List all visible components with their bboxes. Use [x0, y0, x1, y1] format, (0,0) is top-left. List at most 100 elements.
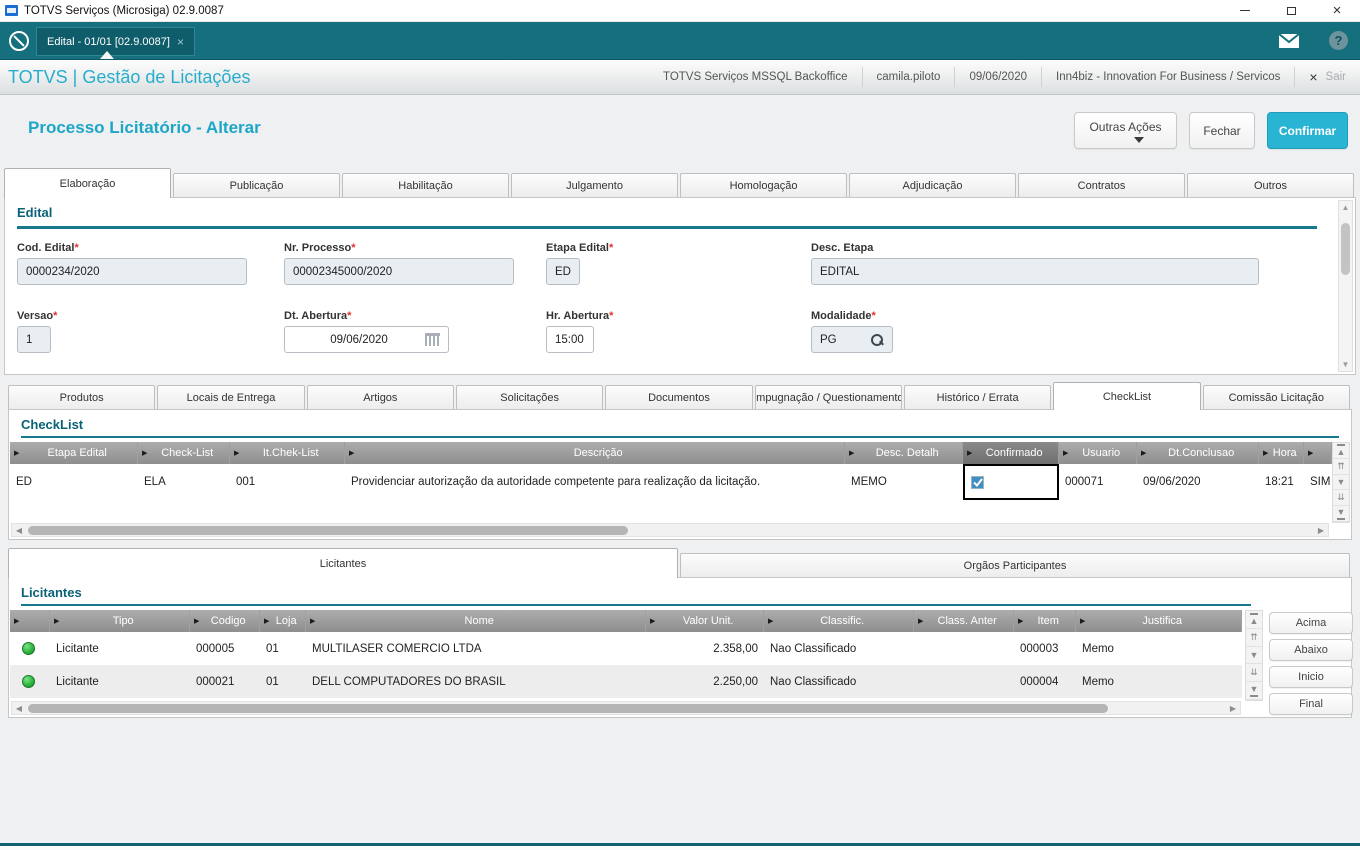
cell-etapa-edital[interactable]: ED [16, 476, 32, 488]
nav-bottom-icon[interactable]: ▼ [1246, 682, 1262, 700]
cell-descricao[interactable]: Providenciar autorização da autoridade c… [351, 476, 761, 488]
licitantes-horizontal-scrollbar[interactable]: ◀ ▶ [11, 701, 1241, 715]
col-confirmado[interactable]: ▶ Confirmado [963, 442, 1059, 464]
confirmado-checkbox[interactable] [971, 475, 984, 489]
tab-habilitacao[interactable]: Habilitação [342, 173, 509, 198]
close-button[interactable]: Fechar [1189, 112, 1255, 149]
modalidade-field[interactable]: PG [811, 326, 893, 353]
inicio-button[interactable]: Inicio [1269, 666, 1353, 688]
acima-button[interactable]: Acima [1269, 612, 1353, 634]
tab-checklist[interactable]: CheckList [1053, 382, 1201, 410]
confirm-button[interactable]: Confirmar [1267, 112, 1348, 149]
col-tipo[interactable]: ▶ Tipo [50, 610, 190, 632]
col-class-anter[interactable]: ▶ Class. Anter [914, 610, 1014, 632]
versao-field[interactable]: 1 [17, 326, 51, 353]
final-button[interactable]: Final [1269, 693, 1353, 715]
cell-hora[interactable]: 18:21 [1265, 476, 1294, 488]
scroll-left-icon[interactable]: ◀ [15, 703, 23, 713]
cell-loja[interactable]: 01 [266, 642, 279, 655]
tab-publicacao[interactable]: Publicação [173, 173, 340, 198]
col-nome[interactable]: ▶ Nome [306, 610, 646, 632]
cell-usuario[interactable]: 000071 [1065, 476, 1104, 488]
form-vertical-scrollbar[interactable]: ▲ ▼ [1338, 200, 1353, 372]
nav-top-icon[interactable]: ▲ [1246, 611, 1262, 629]
tab-locais-de-entrega[interactable]: Locais de Entrega [157, 385, 305, 410]
close-window-button[interactable]: × [1332, 2, 1342, 19]
scroll-left-icon[interactable]: ◀ [15, 525, 23, 535]
cod-edital-field[interactable]: 0000234/2020 [17, 258, 247, 285]
cell-extra[interactable]: SIM [1310, 476, 1331, 488]
scroll-thumb[interactable] [1341, 223, 1350, 275]
cell-codigo[interactable]: 000021 [196, 675, 235, 688]
tab-homologacao[interactable]: Homologação [680, 173, 847, 198]
nav-down-icon[interactable]: ▼ [1333, 475, 1349, 491]
tab-impugnacao-questionamento[interactable]: Impugnação / Questionamento [754, 385, 902, 410]
tab-julgamento[interactable]: Julgamento [511, 173, 678, 198]
col-codigo[interactable]: ▶ Codigo [190, 610, 260, 632]
nav-down-icon[interactable]: ▼ [1246, 647, 1262, 665]
col-hora[interactable]: ▶ Hora [1259, 442, 1304, 464]
cell-it-chek-list[interactable]: 001 [236, 476, 256, 488]
col-extra[interactable]: ▶ [1304, 442, 1332, 464]
cell-loja[interactable]: 01 [266, 675, 279, 688]
cell-item[interactable]: 000004 [1020, 675, 1059, 688]
cell-tipo[interactable]: Licitante [56, 675, 99, 688]
tab-licitantes[interactable]: Licitantes [8, 548, 678, 578]
scroll-up-icon[interactable]: ▲ [1341, 203, 1350, 212]
other-actions-button[interactable]: Outras Ações [1074, 112, 1177, 149]
nav-page-down-icon[interactable]: ⇊ [1246, 664, 1262, 683]
maximize-button[interactable] [1268, 0, 1314, 21]
licitante-row[interactable]: Licitante 000021 01 DELL COMPUTADORES DO… [10, 665, 1242, 698]
workspace-tab-close-icon[interactable]: × [176, 34, 184, 49]
tab-produtos[interactable]: Produtos [8, 385, 156, 410]
col-etapa-edital[interactable]: ▶ Etapa Edital [10, 442, 138, 464]
cell-dt-conclusao[interactable]: 09/06/2020 [1143, 476, 1201, 488]
tab-historico-errata[interactable]: Histórico / Errata [903, 385, 1052, 410]
cell-valor-unit[interactable]: 2.358,00 [713, 642, 758, 655]
col-descricao[interactable]: ▶ Descrição [345, 442, 845, 464]
scroll-down-icon[interactable]: ▼ [1341, 360, 1350, 369]
col-it-chek-list[interactable]: ▶ It.Chek-List [230, 442, 345, 464]
scroll-right-icon[interactable]: ▶ [1229, 703, 1237, 713]
col-status[interactable]: ▶ [10, 610, 50, 632]
checklist-row[interactable]: ED ELA 001 Providenciar autorização da a… [10, 464, 1332, 500]
cell-codigo[interactable]: 000005 [196, 642, 235, 655]
abaixo-button[interactable]: Abaixo [1269, 639, 1353, 661]
exit-button[interactable]: × Sair [1294, 66, 1360, 88]
col-dt-conclusao[interactable]: ▶ Dt.Conclusao [1137, 442, 1259, 464]
col-valor-unit[interactable]: ▶ Valor Unit. [646, 610, 764, 632]
nav-top-icon[interactable]: ▲ [1333, 443, 1349, 459]
tab-artigos[interactable]: Artigos [306, 385, 454, 410]
cell-classific[interactable]: Nao Classificado [770, 642, 857, 655]
cell-justifica[interactable]: Memo [1082, 642, 1114, 655]
tab-adjudicacao[interactable]: Adjudicação [849, 173, 1016, 198]
tab-documentos[interactable]: Documentos [605, 385, 753, 410]
cell-class-anter[interactable] [914, 632, 1014, 665]
nr-processo-field[interactable]: 00002345000/2020 [284, 258, 514, 285]
tab-comissao-licitacao[interactable]: Comissão Licitação [1202, 385, 1350, 410]
nav-bottom-icon[interactable]: ▼ [1333, 506, 1349, 522]
cell-classific[interactable]: Nao Classificado [770, 675, 857, 688]
tab-orgaos-participantes[interactable]: Orgãos Participantes [680, 553, 1350, 578]
cell-confirmado[interactable] [963, 464, 1059, 500]
calendar-icon[interactable] [425, 333, 440, 346]
cell-nome[interactable]: MULTILASER COMERCIO LTDA [312, 642, 482, 655]
minimize-button[interactable] [1222, 0, 1268, 21]
licitante-row[interactable]: Licitante 000005 01 MULTILASER COMERCIO … [10, 632, 1242, 665]
desc-etapa-field[interactable]: EDITAL [811, 258, 1259, 285]
search-icon[interactable] [870, 333, 884, 347]
col-desc-detalh[interactable]: ▶ Desc. Detalh [845, 442, 963, 464]
col-check-list[interactable]: ▶ Check-List [138, 442, 230, 464]
col-justifica[interactable]: ▶ Justifica [1076, 610, 1242, 632]
scroll-thumb[interactable] [28, 704, 1108, 713]
etapa-edital-field[interactable]: ED [546, 258, 580, 285]
cell-check-list[interactable]: ELA [144, 476, 166, 488]
scroll-thumb[interactable] [28, 526, 628, 535]
dt-abertura-field[interactable]: 09/06/2020 [284, 326, 449, 353]
hr-abertura-field[interactable]: 15:00 [546, 326, 594, 353]
workspace-tab-edital[interactable]: Edital - 01/01 [02.9.0087] × [36, 27, 195, 56]
cell-nome[interactable]: DELL COMPUTADORES DO BRASIL [312, 675, 506, 688]
tab-outros[interactable]: Outros [1187, 173, 1354, 198]
nav-page-down-icon[interactable]: ⇊ [1333, 490, 1349, 507]
cell-justifica[interactable]: Memo [1082, 675, 1114, 688]
